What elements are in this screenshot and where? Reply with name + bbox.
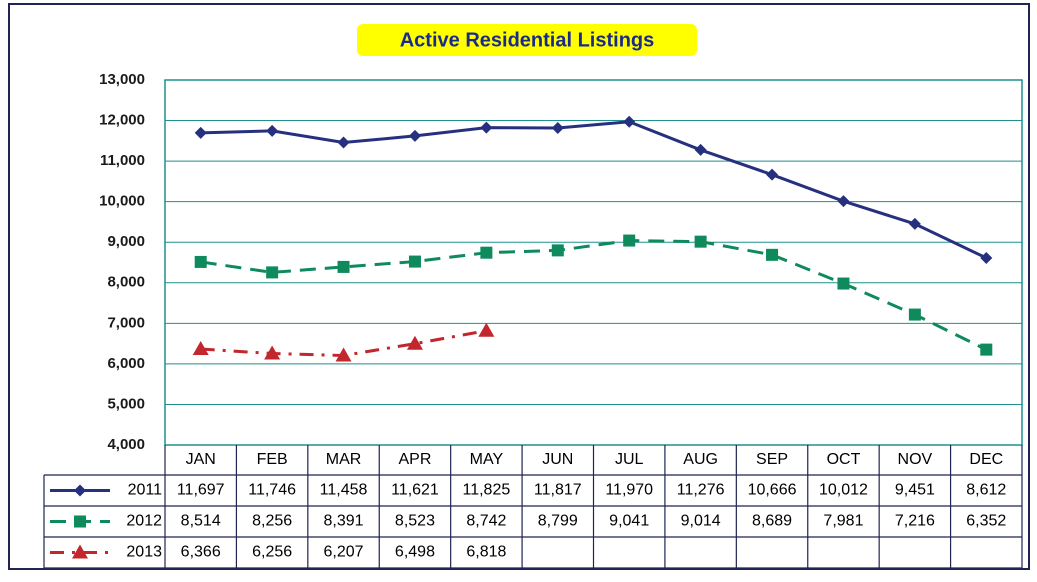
y-tick-label: 8,000 — [107, 274, 145, 291]
table-value: 6,352 — [966, 513, 1006, 530]
table-value: 8,523 — [395, 513, 435, 530]
x-tick-label: DEC — [969, 451, 1003, 468]
chart-border — [8, 3, 1030, 570]
data-point — [194, 255, 207, 268]
table-value: 8,689 — [752, 513, 792, 530]
chart-title: Active Residential Listings — [400, 29, 655, 51]
legend-label: 2012 — [126, 513, 162, 530]
data-point — [266, 266, 279, 279]
data-point — [694, 143, 707, 156]
table-value: 11,276 — [677, 482, 725, 499]
data-point — [337, 260, 350, 273]
data-point — [551, 121, 564, 134]
x-tick-label: APR — [399, 451, 432, 468]
y-tick-label: 11,000 — [100, 152, 145, 169]
series-line — [200, 239, 987, 351]
x-tick-label: FEB — [257, 451, 288, 468]
table-value: 6,256 — [252, 544, 292, 561]
data-point — [837, 277, 850, 290]
x-tick-label: JAN — [186, 451, 216, 468]
y-tick-label: 6,000 — [107, 355, 145, 372]
table-value: 7,216 — [895, 513, 935, 530]
table-value: 11,746 — [248, 482, 296, 499]
table-value: 6,207 — [324, 544, 364, 561]
y-tick-label: 7,000 — [107, 314, 145, 331]
table-value: 10,666 — [748, 482, 797, 499]
legend-label: 2011 — [128, 482, 163, 499]
data-point — [623, 115, 636, 128]
table-value: 9,041 — [609, 513, 649, 530]
table-value: 6,366 — [181, 544, 221, 561]
x-tick-label: JUN — [542, 451, 573, 468]
table-value: 8,256 — [252, 513, 292, 530]
x-tick-label: NOV — [898, 451, 933, 468]
data-point — [980, 343, 993, 356]
data-point — [694, 235, 707, 248]
data-point — [266, 124, 279, 137]
table-value: 11,817 — [534, 482, 582, 499]
data-point — [478, 322, 495, 337]
y-tick-label: 9,000 — [107, 233, 145, 250]
table-value: 9,014 — [681, 513, 721, 530]
table-value: 6,498 — [395, 544, 435, 561]
data-point — [837, 195, 850, 208]
data-point — [766, 248, 779, 261]
data-point — [406, 335, 423, 350]
data-point — [337, 136, 350, 149]
y-tick-label: 4,000 — [107, 436, 145, 453]
data-point — [480, 246, 493, 259]
legend-label: 2013 — [126, 544, 162, 561]
table-value: 11,458 — [320, 482, 368, 499]
table-value: 11,697 — [177, 482, 225, 499]
title-highlight — [357, 24, 697, 56]
x-tick-label: AUG — [683, 451, 718, 468]
series-line — [200, 120, 987, 260]
data-point — [980, 251, 993, 264]
table-value: 8,799 — [538, 513, 578, 530]
data-point — [908, 217, 921, 230]
table-value: 11,621 — [391, 482, 439, 499]
data-point — [908, 308, 921, 321]
data-point — [408, 129, 421, 142]
legend-marker — [74, 484, 86, 497]
table-value: 11,970 — [605, 482, 653, 499]
table-value: 11,825 — [463, 482, 511, 499]
table-value: 9,451 — [895, 482, 935, 499]
y-tick-label: 12,000 — [99, 112, 145, 129]
data-point — [335, 347, 352, 362]
x-tick-label: MAY — [470, 451, 504, 468]
legend-marker — [74, 515, 86, 528]
table-value: 6,818 — [466, 544, 506, 561]
y-tick-label: 10,000 — [99, 193, 145, 210]
table-value: 10,012 — [819, 482, 868, 499]
data-point — [192, 341, 209, 356]
x-tick-label: SEP — [756, 451, 788, 468]
table-value: 8,391 — [324, 513, 364, 530]
table-value: 8,742 — [466, 513, 506, 530]
legend-marker — [72, 544, 88, 559]
y-tick-label: 5,000 — [107, 395, 145, 412]
data-point — [408, 255, 421, 268]
table-value: 8,514 — [181, 513, 221, 530]
data-point — [551, 244, 564, 257]
y-tick-label: 13,000 — [99, 71, 145, 88]
table-value: 7,981 — [823, 513, 863, 530]
x-tick-label: JUL — [615, 451, 644, 468]
x-tick-label: MAR — [326, 451, 362, 468]
data-point — [623, 234, 636, 247]
table-value: 8,612 — [966, 482, 1006, 499]
x-tick-label: OCT — [827, 451, 861, 468]
data-point — [264, 345, 281, 360]
data-point — [480, 121, 493, 134]
data-point — [766, 168, 779, 181]
data-point — [194, 126, 207, 139]
